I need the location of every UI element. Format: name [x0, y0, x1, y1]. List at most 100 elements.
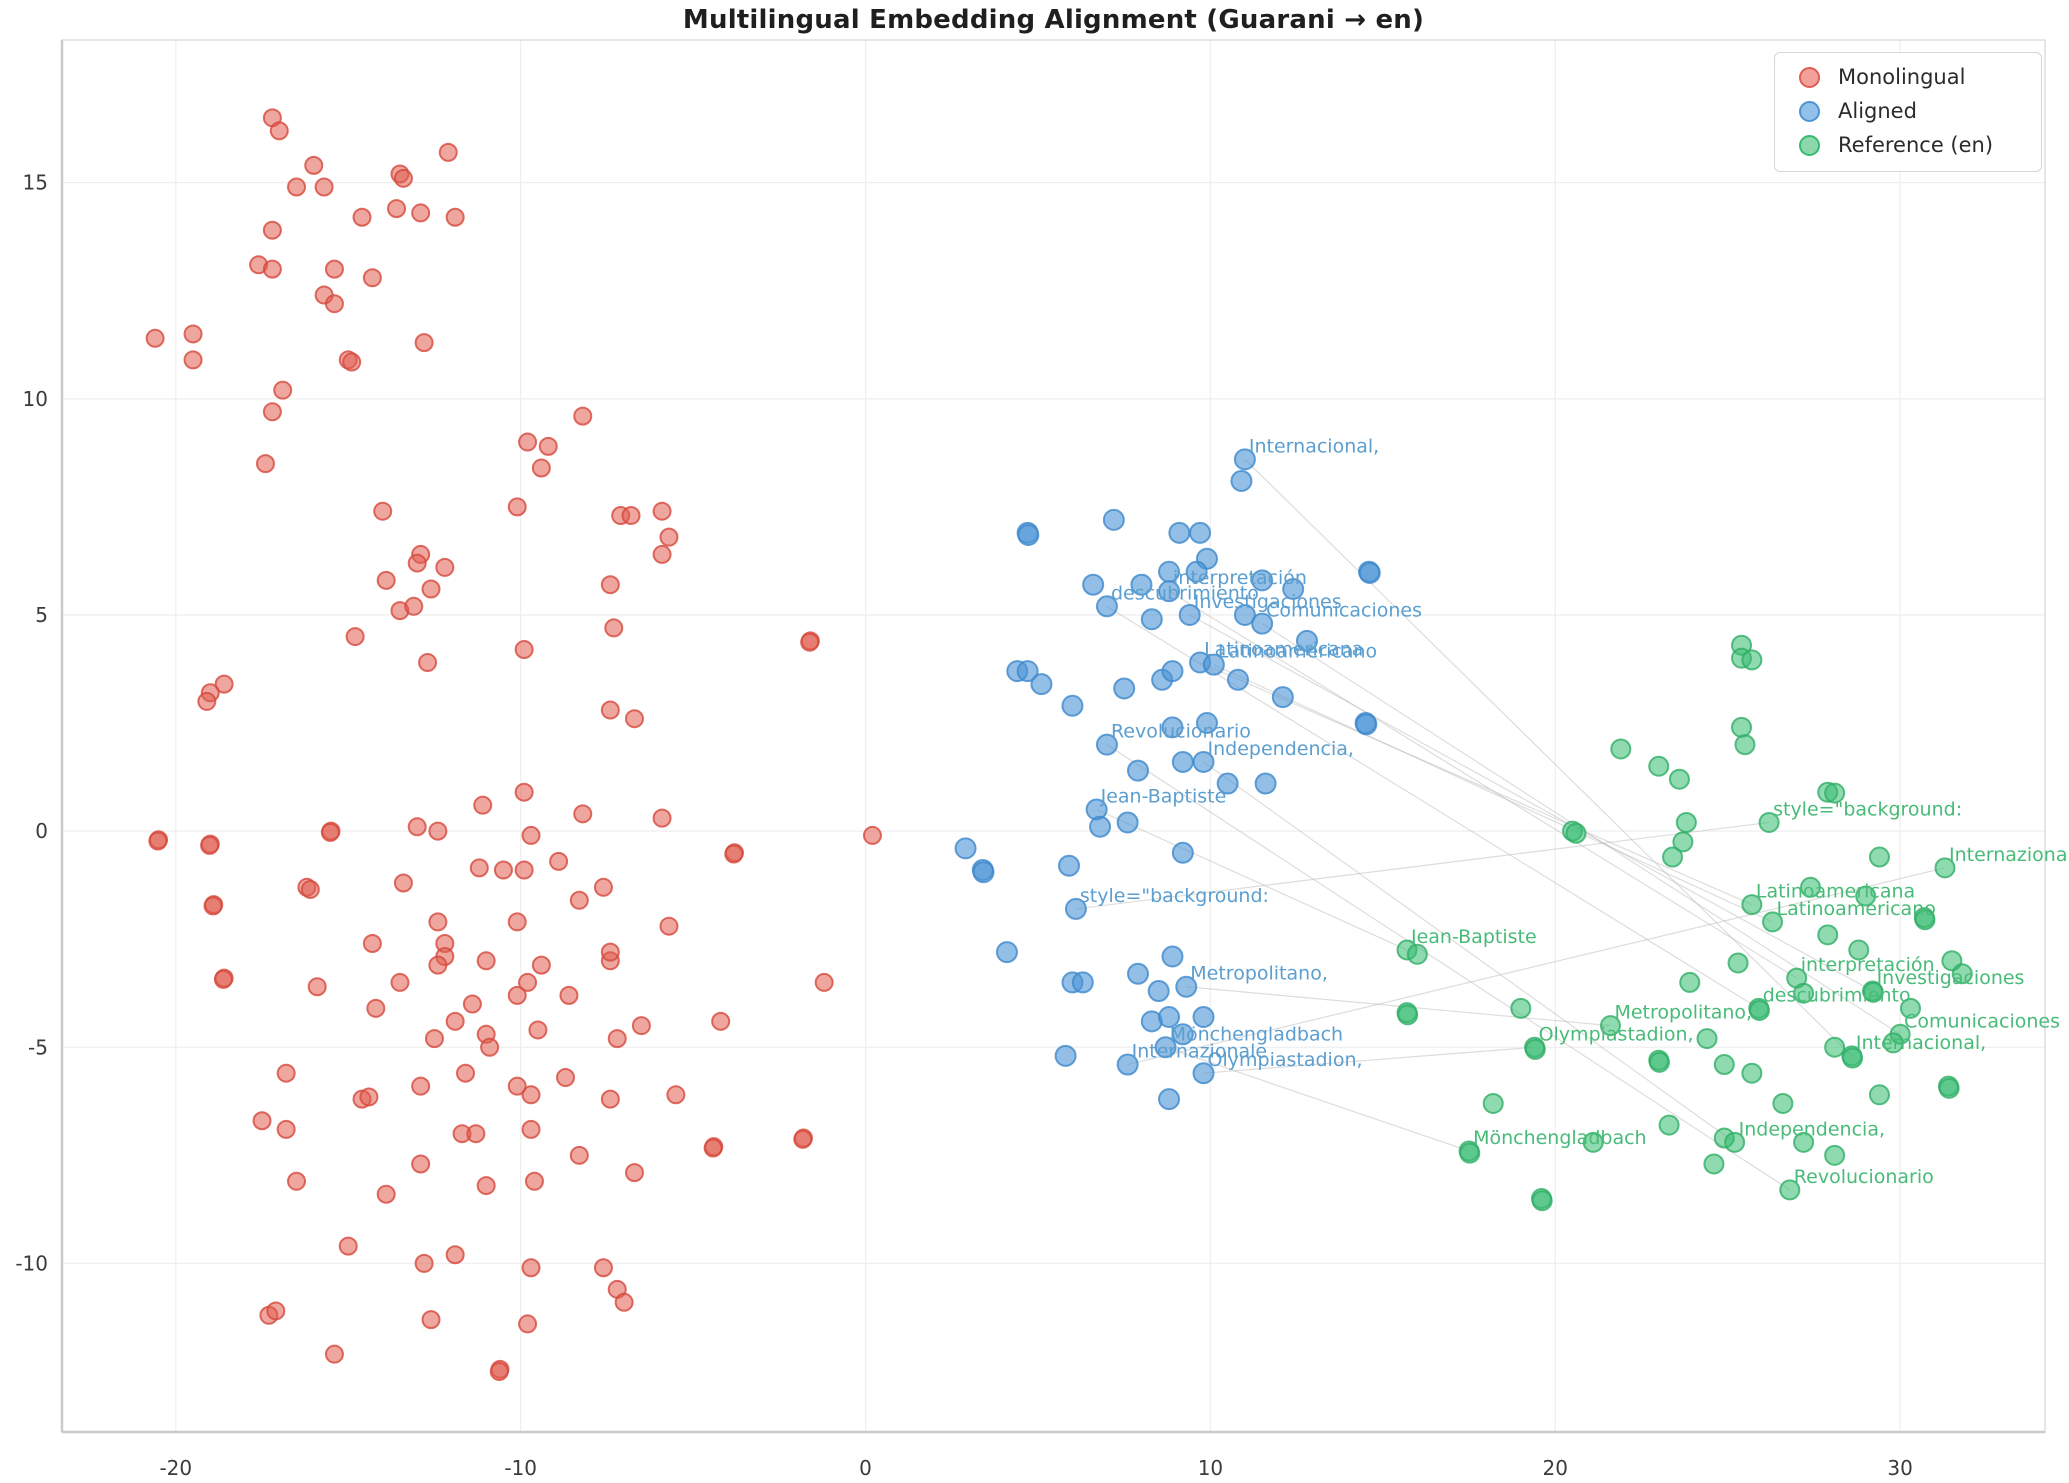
series-reference	[1396, 634, 1973, 1212]
aligned-point	[1171, 750, 1194, 773]
aligned-point	[1185, 560, 1208, 583]
monolingual-point	[414, 333, 434, 353]
monolingual-point	[607, 1029, 627, 1049]
series-monolingual	[145, 108, 882, 1381]
aligned-point	[1058, 854, 1081, 877]
monolingual-point	[411, 1154, 431, 1174]
monolingual-point	[514, 640, 534, 660]
monolingual-point	[276, 1063, 296, 1083]
monolingual-point	[569, 890, 589, 910]
monolingual-point	[528, 1020, 548, 1040]
aligned-point	[1158, 1088, 1181, 1111]
reference-point	[1599, 1015, 1621, 1037]
reference-point	[1848, 939, 1870, 961]
aligned-point	[954, 837, 977, 860]
y-tick-label: -10	[15, 1251, 48, 1275]
monolingual-point	[407, 553, 427, 573]
reference-point	[1741, 894, 1763, 916]
reference-point	[1510, 997, 1532, 1019]
aligned-point	[1147, 980, 1170, 1003]
reference-point	[1951, 963, 1973, 985]
point-label: Jean-Baptiste	[1100, 785, 1227, 807]
aligned-point	[1161, 660, 1184, 683]
monolingual-point	[621, 506, 641, 526]
monolingual-point	[342, 352, 362, 372]
point-label: Internazionale	[1132, 1041, 1267, 1063]
monolingual-point	[376, 570, 396, 590]
monolingual-point	[476, 1176, 496, 1196]
reference-point	[1406, 943, 1428, 965]
aligned-point	[1251, 569, 1274, 592]
monolingual-point	[455, 1063, 475, 1083]
aligned-point	[1130, 573, 1153, 596]
alignment-line	[1075, 821, 1770, 910]
monolingual-point	[445, 1245, 465, 1265]
point-label: interpretación	[1173, 567, 1307, 589]
reference-point	[1862, 981, 1884, 1003]
y-tick-label: 10	[23, 387, 48, 411]
alignment-line	[1127, 867, 1946, 1066]
aligned-point	[1154, 1036, 1177, 1059]
aligned-point	[1282, 578, 1305, 601]
monolingual-point	[600, 575, 620, 595]
legend-marker-icon	[1799, 101, 1820, 123]
reference-point	[1914, 909, 1936, 931]
monolingual-point	[428, 821, 448, 841]
monolingual-point	[652, 544, 672, 564]
monolingual-point	[203, 896, 223, 916]
point-label: Latinoamericana	[1756, 881, 1915, 903]
point-label: Comunicaciones	[1904, 1010, 2060, 1032]
monolingual-point	[145, 328, 165, 348]
reference-point	[1679, 971, 1701, 993]
point-label: Independencia,	[1739, 1118, 1885, 1140]
aligned-point	[1064, 897, 1087, 920]
monolingual-point	[307, 977, 327, 997]
reference-point	[1900, 997, 1922, 1019]
monolingual-point	[466, 1124, 486, 1144]
monolingual-point	[549, 851, 569, 871]
legend-marker-icon	[1799, 67, 1820, 89]
aligned-point	[1192, 1005, 1215, 1028]
monolingual-point	[255, 454, 275, 474]
reference-point	[1397, 1004, 1419, 1026]
monolingual-point	[273, 380, 293, 400]
monolingual-point	[197, 691, 217, 711]
monolingual-point	[390, 972, 410, 992]
aligned-point	[1054, 1044, 1077, 1067]
monolingual-point	[424, 1029, 444, 1049]
reference-point	[1713, 1054, 1735, 1076]
monolingual-point	[703, 1138, 723, 1158]
monolingual-point	[604, 618, 624, 638]
monolingual-point	[262, 220, 282, 240]
reference-point	[1934, 857, 1956, 879]
legend-item: Monolingual	[1791, 65, 2021, 90]
aligned-point	[1295, 629, 1318, 652]
reference-point	[1762, 911, 1784, 933]
monolingual-point	[521, 825, 541, 845]
aligned-point	[1216, 772, 1239, 795]
reference-point	[1799, 876, 1821, 898]
reference-point	[1459, 1142, 1481, 1164]
reference-point	[1648, 1051, 1670, 1073]
chart-title: Multilingual Embedding Alignment (Guaran…	[682, 5, 1425, 35]
point-label: Comunicaciones	[1266, 600, 1422, 622]
monolingual-point	[414, 1253, 434, 1273]
reference-point	[1672, 831, 1694, 853]
reference-point	[1658, 1114, 1680, 1136]
monolingual-point	[287, 1171, 307, 1191]
x-tick-label: 0	[859, 1456, 872, 1480]
aligned-point	[1016, 660, 1039, 683]
legend-label: Reference (en)	[1838, 133, 1994, 158]
point-label: Latinoamericano	[1218, 641, 1377, 663]
y-tick-label: -5	[28, 1035, 48, 1059]
point-label: Internacional,	[1249, 435, 1379, 457]
monolingual-point	[666, 1085, 686, 1105]
aligned-point	[1126, 962, 1149, 985]
monolingual-point	[659, 916, 679, 936]
monolingual-point	[514, 782, 534, 802]
tick-labels: -20 -10 0 10 20 30 -10 -5 0 5 10 15	[15, 171, 1913, 1481]
reference-point	[1724, 1131, 1746, 1153]
monolingual-point	[324, 259, 344, 279]
monolingual-point	[393, 873, 413, 893]
reference-point	[1882, 1032, 1904, 1054]
